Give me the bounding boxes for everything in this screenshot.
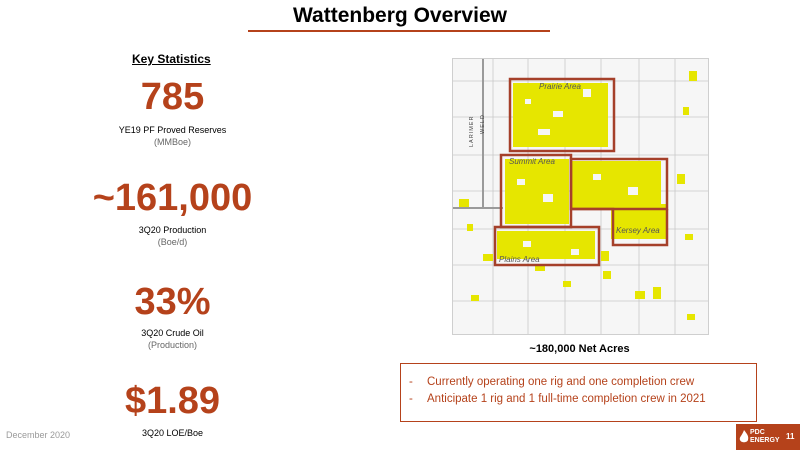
- stat-loe-label: 3Q20 LOE/Boe: [141, 428, 204, 438]
- page-number: 11: [786, 432, 795, 441]
- stat-crude-oil-value: 33%: [134, 281, 211, 323]
- area-label-plains: Plains Area: [499, 255, 540, 264]
- company-logo: PDC ENERGY 11: [736, 424, 800, 450]
- area-label-summit: Summit Area: [509, 157, 555, 166]
- logo-wordmark: PDC ENERGY: [750, 429, 780, 445]
- key-statistics-heading: Key Statistics: [132, 52, 211, 66]
- net-acres-caption: ~180,000 Net Acres: [529, 343, 630, 355]
- county-label-weld: WELD: [480, 114, 486, 134]
- bullet-item: - Anticipate 1 rig and 1 full-time comple…: [409, 393, 706, 405]
- acreage-map: LARIMER WELD Prairie Area Summit Area Ke…: [452, 58, 709, 335]
- stat-crude-oil-unit: (Production): [147, 340, 198, 350]
- flame-icon: [739, 430, 749, 443]
- county-label-larimer: LARIMER: [469, 116, 475, 147]
- bullet-item: - Currently operating one rig and one com…: [409, 376, 694, 388]
- stat-reserves-unit: (MMBoe): [153, 137, 191, 147]
- stat-reserves-label: YE19 PF Proved Reserves: [118, 125, 227, 135]
- stat-loe-value: $1.89: [124, 380, 221, 422]
- stat-production-value: ~161,000: [92, 177, 253, 219]
- bullet-marker: -: [409, 393, 413, 405]
- bullet-text-rig: Currently operating one rig and one comp…: [427, 376, 695, 388]
- logo-line-1: PDC: [750, 429, 765, 436]
- stat-production-label: 3Q20 Production: [138, 225, 207, 235]
- bullet-text-2021: Anticipate 1 rig and 1 full-time complet…: [427, 393, 706, 405]
- area-label-kersey: Kersey Area: [616, 226, 660, 235]
- operations-callout: - Currently operating one rig and one com…: [400, 363, 757, 422]
- stat-crude-oil-label: 3Q20 Crude Oil: [141, 328, 204, 338]
- stat-reserves-value: 785: [140, 76, 205, 118]
- area-label-prairie: Prairie Area: [539, 82, 581, 91]
- title-underline: [248, 30, 550, 32]
- acreage-map-graphic: LARIMER WELD Prairie Area Summit Area Ke…: [453, 59, 708, 334]
- bullet-marker: -: [409, 376, 413, 388]
- footer-date: December 2020: [6, 430, 71, 440]
- stat-production-unit: (Boe/d): [157, 237, 188, 247]
- page-title: Wattenberg Overview: [293, 4, 507, 27]
- logo-line-2: ENERGY: [750, 437, 780, 444]
